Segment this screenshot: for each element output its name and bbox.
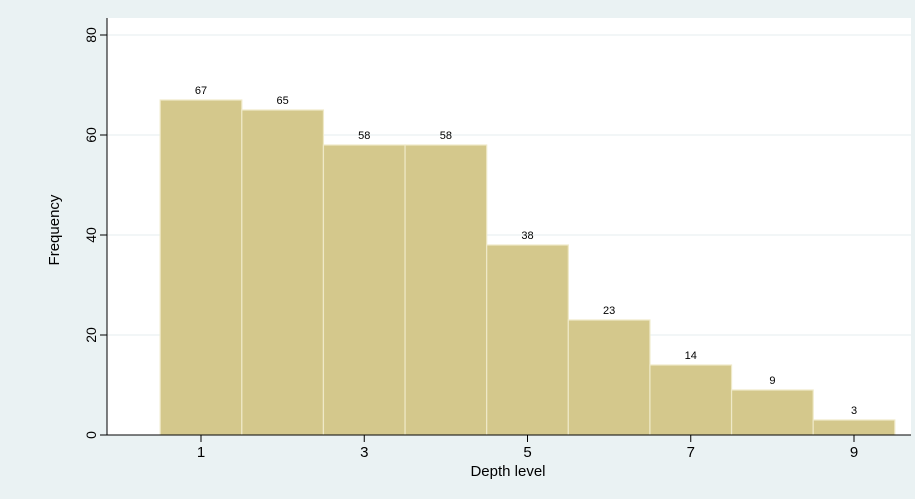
x-axis-label: Depth level: [470, 463, 545, 480]
bar-2: [241, 109, 325, 436]
bar-9: [812, 419, 896, 436]
x-tick-label-9: 9: [850, 444, 858, 461]
data-label-9: 3: [851, 405, 857, 417]
data-label-5: 38: [521, 230, 533, 242]
y-axis-ticks: 0 20 40 60 80: [83, 27, 107, 439]
y-tick-label-60: 60: [83, 127, 99, 143]
bar-7: [649, 364, 733, 436]
y-tick-label-80: 80: [83, 27, 99, 43]
data-labels: 67 65 58 58 38 23 14 9 3: [195, 85, 857, 417]
x-tick-label-7: 7: [687, 444, 695, 461]
y-axis-label: Frequency: [46, 194, 63, 265]
y-tick-label-40: 40: [83, 227, 99, 243]
bar-3: [322, 144, 406, 436]
data-label-3: 58: [358, 130, 370, 142]
data-label-1: 67: [195, 85, 207, 97]
x-tick-label-5: 5: [523, 444, 531, 461]
data-label-4: 58: [440, 130, 452, 142]
data-label-7: 14: [685, 350, 697, 362]
bar-4: [404, 144, 488, 436]
bar-5: [486, 244, 569, 436]
data-label-8: 9: [769, 375, 775, 387]
x-tick-label-3: 3: [360, 444, 368, 461]
y-tick-label-20: 20: [83, 327, 99, 343]
data-label-6: 23: [603, 305, 615, 317]
x-axis-ticks: 1 3 5 7 9: [197, 435, 858, 461]
data-label-2: 65: [277, 95, 289, 107]
y-tick-label-0: 0: [83, 431, 99, 439]
bar-8: [730, 389, 814, 436]
bar-1: [159, 99, 243, 436]
x-tick-label-1: 1: [197, 444, 205, 461]
bar-6: [567, 319, 651, 436]
